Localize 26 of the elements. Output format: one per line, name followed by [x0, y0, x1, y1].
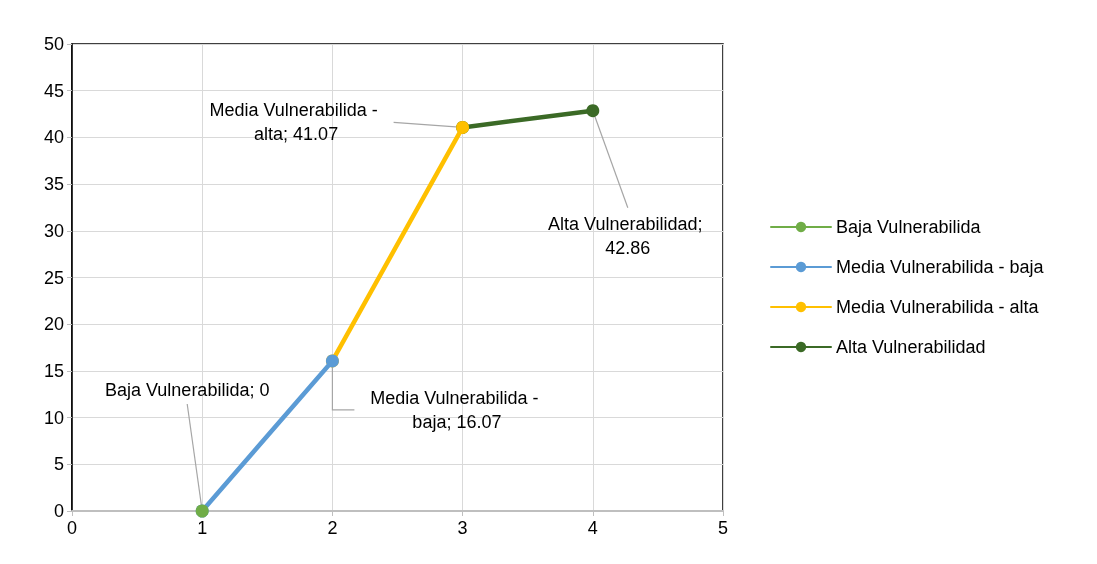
y-tick-label: 25 — [43, 267, 64, 288]
y-tick-label: 10 — [43, 407, 64, 428]
y-tick-label: 40 — [43, 127, 64, 148]
point — [586, 104, 600, 118]
annotation: Media Vulnerabilida - alta; 41.07 — [209, 100, 378, 145]
y-tick-label: 0 — [53, 501, 64, 521]
legend-label: Alta Vulnerabilidad — [836, 337, 986, 357]
x-tick-label: 1 — [197, 518, 208, 538]
y-tick-label: 30 — [43, 220, 64, 241]
x-tick-label: 0 — [66, 518, 78, 538]
x-tick-label: 3 — [457, 518, 468, 538]
y-tick-label: 15 — [43, 360, 64, 381]
annotation: Media Vulnerabilida - baja; 16.07 — [370, 387, 539, 432]
legend-label: Media Vulnerabilida - alta — [836, 297, 1040, 317]
legend-label: Baja Vulnerabilida — [836, 217, 982, 237]
y-tick-label: 5 — [53, 454, 64, 475]
x-tick-label: 2 — [327, 518, 338, 538]
x-tick-label: 4 — [587, 518, 598, 538]
legend-label: Media Vulnerabilida - baja — [836, 257, 1045, 277]
y-tick-label: 20 — [43, 314, 64, 335]
annotation: Alta Vulnerabilidad; 42.86 — [548, 213, 708, 258]
y-tick-label: 35 — [43, 174, 64, 195]
y-tick-label: 50 — [43, 34, 64, 54]
y-tick-label: 45 — [43, 80, 64, 101]
annotation: Baja Vulnerabilida; 0 — [104, 380, 270, 400]
x-tick-label: 5 — [717, 518, 729, 538]
